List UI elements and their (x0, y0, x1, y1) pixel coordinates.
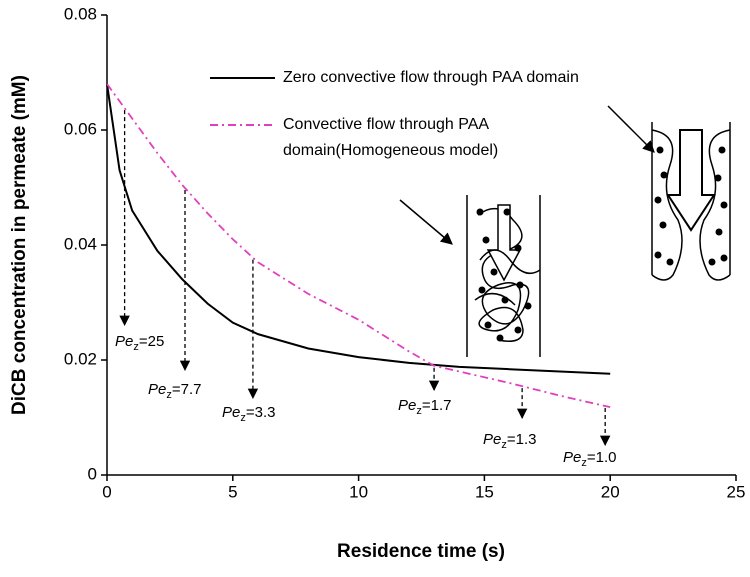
zero-flow-dots (654, 146, 728, 266)
pe-label: Pez=25 (115, 333, 164, 353)
x-tick-label: 10 (349, 482, 368, 501)
x-tick-label: 15 (475, 482, 494, 501)
pe-value: =1.3 (507, 431, 537, 448)
y-tick-label: 0.04 (64, 234, 97, 253)
pe-value: =3.3 (246, 404, 276, 421)
homogeneous-schematic (466, 195, 541, 357)
pe-label: Pez=3.3 (222, 404, 275, 424)
pe-subscript: z (166, 389, 172, 401)
pe-value: =1.7 (422, 397, 452, 414)
series-line (106, 83, 611, 375)
pe-label: Pez=7.7 (148, 381, 201, 401)
pe-label: Pez=1.7 (398, 397, 451, 417)
pointer-arrow (607, 105, 655, 153)
x-tick-label: 0 (102, 482, 111, 501)
pe-label: Pez=1.0 (563, 449, 616, 469)
pe-value: =7.7 (172, 381, 202, 398)
x-tick-label: 5 (228, 482, 237, 501)
pe-symbol: Pe (115, 333, 133, 350)
pe-value: =1.0 (587, 449, 617, 466)
pe-subscript: z (581, 457, 587, 469)
zero-flow-schematic (651, 122, 731, 281)
x-tick-label: 25 (727, 482, 746, 501)
pe-subscript: z (501, 439, 507, 451)
legend-entry: Zero convective flow through PAA domain (283, 69, 579, 86)
y-tick-label: 0 (88, 464, 97, 483)
pe-label: Pez=1.3 (483, 431, 536, 451)
x-tick-label: 20 (601, 482, 620, 501)
legend-label: Convective flow through PAA domain(Homog… (283, 116, 499, 159)
pe-symbol: Pe (563, 449, 581, 466)
x-axis-title: Residence time (s) (337, 541, 505, 562)
pe-symbol: Pe (398, 397, 416, 414)
pe-symbol: Pe (483, 431, 501, 448)
pointer-arrow (399, 199, 453, 245)
pe-symbol: Pe (222, 404, 240, 421)
y-tick-label: 0.02 (64, 349, 97, 368)
legend-entry: Convective flow through PAA domain(Homog… (283, 116, 499, 159)
pe-subscript: z (240, 412, 246, 424)
homogeneous-dots (476, 208, 532, 342)
pe-subscript: z (416, 405, 422, 417)
pe-value: =25 (139, 333, 164, 350)
y-tick-label: 0.06 (64, 119, 97, 138)
series-line (106, 83, 611, 409)
pe-subscript: z (133, 341, 139, 353)
y-axis-title: DiCB concentration in permeate (mM) (9, 75, 30, 415)
pe-symbol: Pe (148, 381, 166, 398)
y-tick-label: 0.08 (64, 4, 97, 23)
legend-label: Zero convective flow through PAA domain (283, 69, 579, 86)
